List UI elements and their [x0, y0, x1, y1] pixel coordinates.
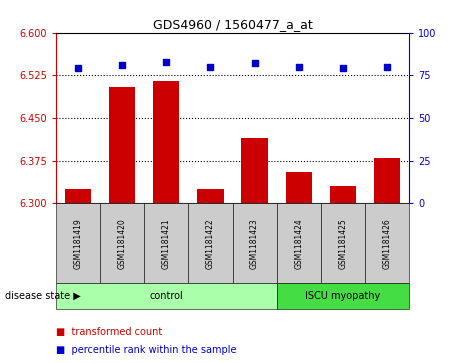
Point	[118, 62, 126, 68]
Point	[251, 61, 258, 66]
Point	[74, 66, 81, 72]
Bar	[197, 189, 224, 203]
Text: disease state ▶: disease state ▶	[5, 291, 80, 301]
Text: GSM1181420: GSM1181420	[118, 218, 126, 269]
Bar	[286, 172, 312, 203]
Text: GSM1181424: GSM1181424	[294, 218, 303, 269]
Text: GSM1181423: GSM1181423	[250, 218, 259, 269]
Bar	[241, 138, 268, 203]
Text: GSM1181422: GSM1181422	[206, 218, 215, 269]
Text: GSM1181425: GSM1181425	[339, 218, 347, 269]
Text: GSM1181426: GSM1181426	[383, 218, 392, 269]
Point	[339, 66, 346, 72]
Bar	[374, 158, 400, 203]
Point	[162, 59, 170, 65]
Point	[295, 64, 302, 70]
Title: GDS4960 / 1560477_a_at: GDS4960 / 1560477_a_at	[153, 19, 312, 32]
Text: ■  percentile rank within the sample: ■ percentile rank within the sample	[56, 345, 236, 355]
Text: ISCU myopathy: ISCU myopathy	[306, 291, 380, 301]
Bar	[109, 87, 135, 203]
Text: ■  transformed count: ■ transformed count	[56, 327, 162, 337]
Bar	[330, 186, 356, 203]
Text: control: control	[149, 291, 183, 301]
Bar	[65, 189, 91, 203]
Point	[383, 64, 391, 70]
Point	[206, 64, 214, 70]
Bar	[153, 81, 179, 203]
Text: GSM1181419: GSM1181419	[73, 218, 82, 269]
Text: GSM1181421: GSM1181421	[162, 218, 171, 269]
